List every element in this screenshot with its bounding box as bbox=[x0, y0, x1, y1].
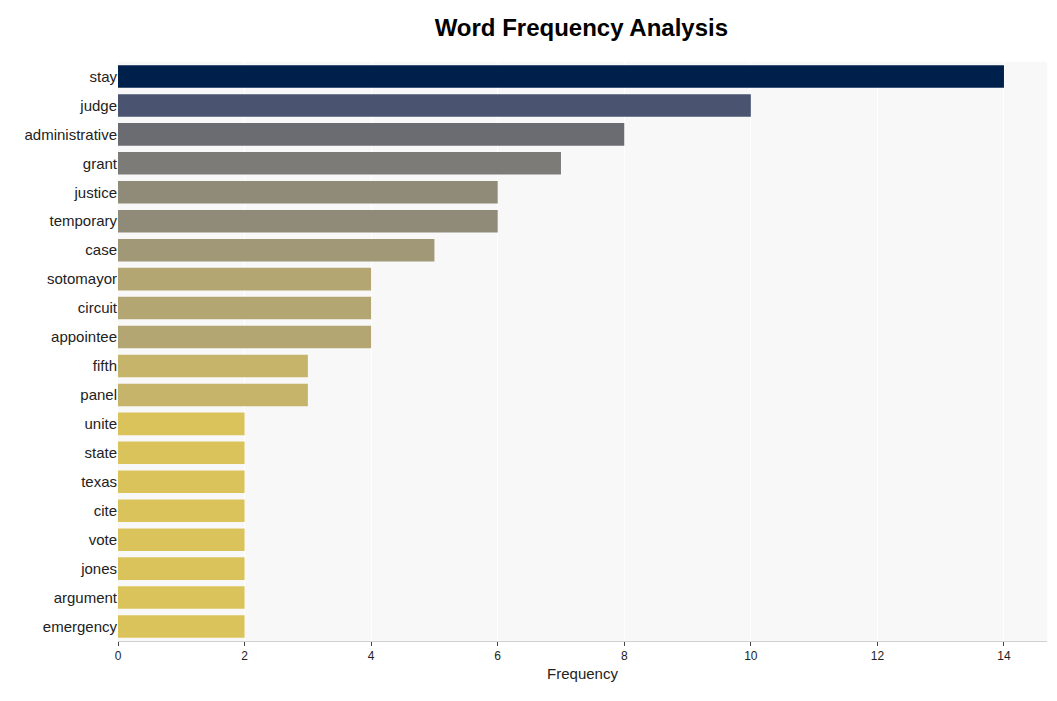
svg-text:Frequency: Frequency bbox=[547, 665, 618, 682]
svg-text:argument: argument bbox=[54, 589, 118, 606]
svg-text:texas: texas bbox=[81, 473, 117, 490]
svg-text:sotomayor: sotomayor bbox=[47, 270, 117, 287]
svg-text:vote: vote bbox=[89, 531, 117, 548]
svg-text:2: 2 bbox=[241, 649, 248, 663]
svg-text:fifth: fifth bbox=[93, 357, 117, 374]
svg-text:grant: grant bbox=[83, 155, 118, 172]
svg-text:jones: jones bbox=[80, 560, 117, 577]
svg-text:state: state bbox=[84, 444, 117, 461]
svg-text:0: 0 bbox=[115, 649, 122, 663]
svg-text:temporary: temporary bbox=[49, 212, 117, 229]
svg-text:justice: justice bbox=[73, 184, 117, 201]
svg-text:appointee: appointee bbox=[51, 328, 117, 345]
svg-text:cite: cite bbox=[94, 502, 117, 519]
svg-text:emergency: emergency bbox=[43, 618, 118, 635]
svg-text:judge: judge bbox=[79, 97, 117, 114]
svg-text:14: 14 bbox=[997, 649, 1011, 663]
svg-text:stay: stay bbox=[89, 68, 117, 85]
svg-text:8: 8 bbox=[621, 649, 628, 663]
svg-text:unite: unite bbox=[84, 415, 117, 432]
svg-text:administrative: administrative bbox=[24, 126, 117, 143]
svg-text:case: case bbox=[85, 241, 117, 258]
svg-text:circuit: circuit bbox=[78, 299, 118, 316]
svg-text:panel: panel bbox=[80, 386, 117, 403]
svg-text:4: 4 bbox=[368, 649, 375, 663]
svg-text:Word Frequency Analysis: Word Frequency Analysis bbox=[435, 14, 728, 41]
svg-text:6: 6 bbox=[494, 649, 501, 663]
svg-text:10: 10 bbox=[744, 649, 758, 663]
svg-text:12: 12 bbox=[871, 649, 885, 663]
